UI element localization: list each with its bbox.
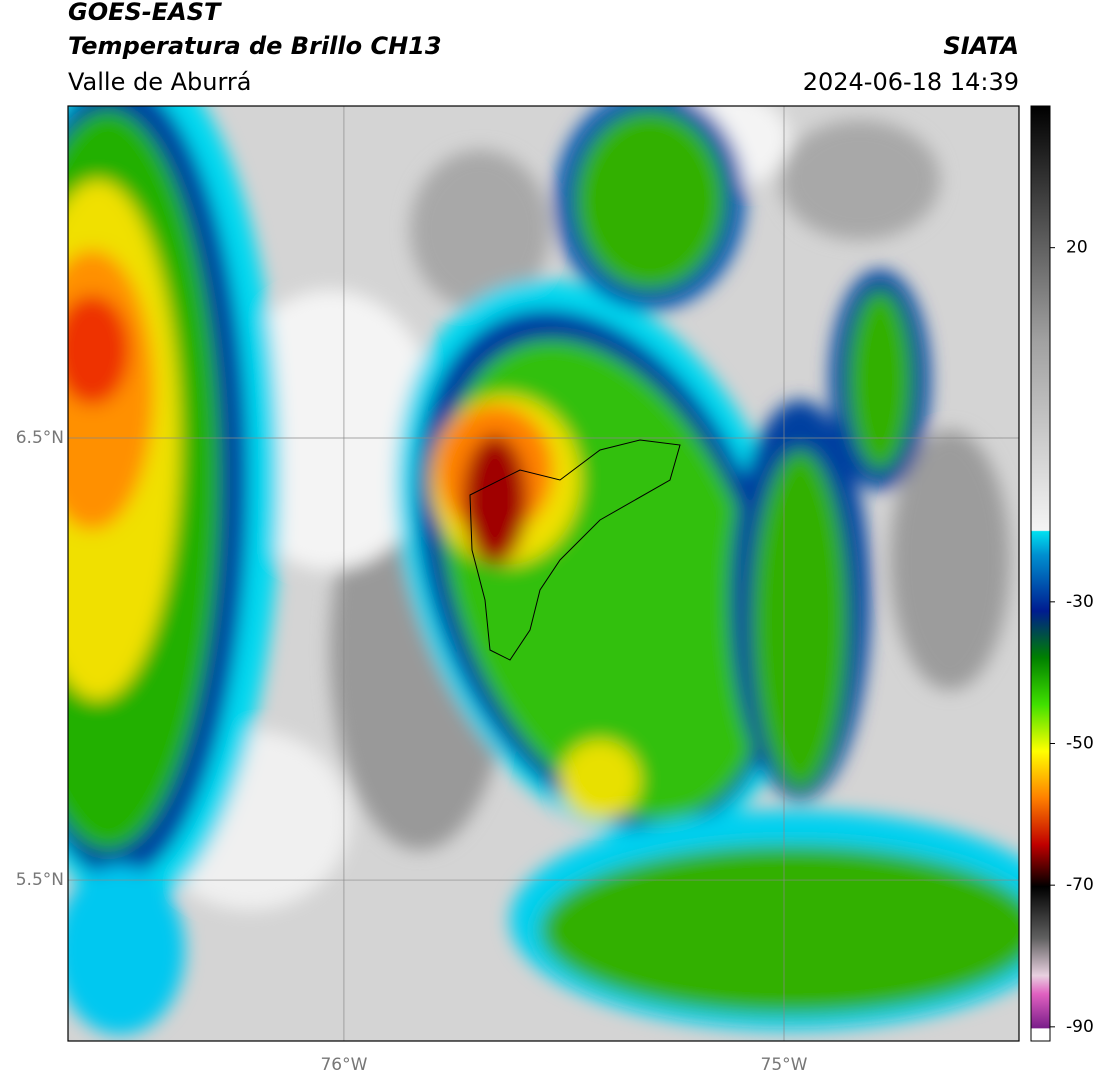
- x-tick-label: 76°W: [320, 1055, 367, 1075]
- boundary: [469, 439, 681, 661]
- cloud-blob: [68, 295, 130, 405]
- y-tick-label: 5.5°N: [16, 870, 64, 890]
- subtitle: Temperatura de Brillo CH13: [68, 32, 442, 60]
- cloud-blob: [752, 450, 848, 790]
- cloud-blob: [560, 740, 640, 820]
- cloud-field: [68, 106, 1019, 1035]
- title: GOES-EAST: [68, 0, 222, 26]
- cloud-blob: [463, 435, 527, 565]
- graticule: [68, 106, 1019, 1041]
- cloud-blob: [890, 430, 1010, 690]
- region: Valle de Aburrá: [68, 68, 252, 96]
- cloud-blob: [410, 150, 550, 310]
- colorbar-tick-label: -50: [1066, 734, 1094, 754]
- datetime: 2024-06-18 14:39: [803, 68, 1019, 96]
- x-tick-label: 75°W: [761, 1055, 808, 1075]
- imagery: [68, 106, 1019, 1041]
- cloud-blob: [780, 120, 940, 240]
- cloud-blob: [540, 845, 1019, 1015]
- map-frame: [67, 105, 1020, 1042]
- y-tick-label: 6.5°N: [16, 428, 64, 448]
- colorbar-tick-label: -70: [1066, 875, 1094, 895]
- source: SIATA: [943, 32, 1019, 60]
- cloud-blob: [575, 110, 725, 290]
- colorbar-tick-label: -90: [1066, 1017, 1094, 1037]
- cloud-blob: [68, 865, 185, 1035]
- colorbar-tick-label: -30: [1066, 592, 1094, 612]
- colorbar-tick-label: 20: [1066, 238, 1088, 258]
- cloud-blob: [848, 290, 912, 470]
- colorbar: [1030, 105, 1051, 1042]
